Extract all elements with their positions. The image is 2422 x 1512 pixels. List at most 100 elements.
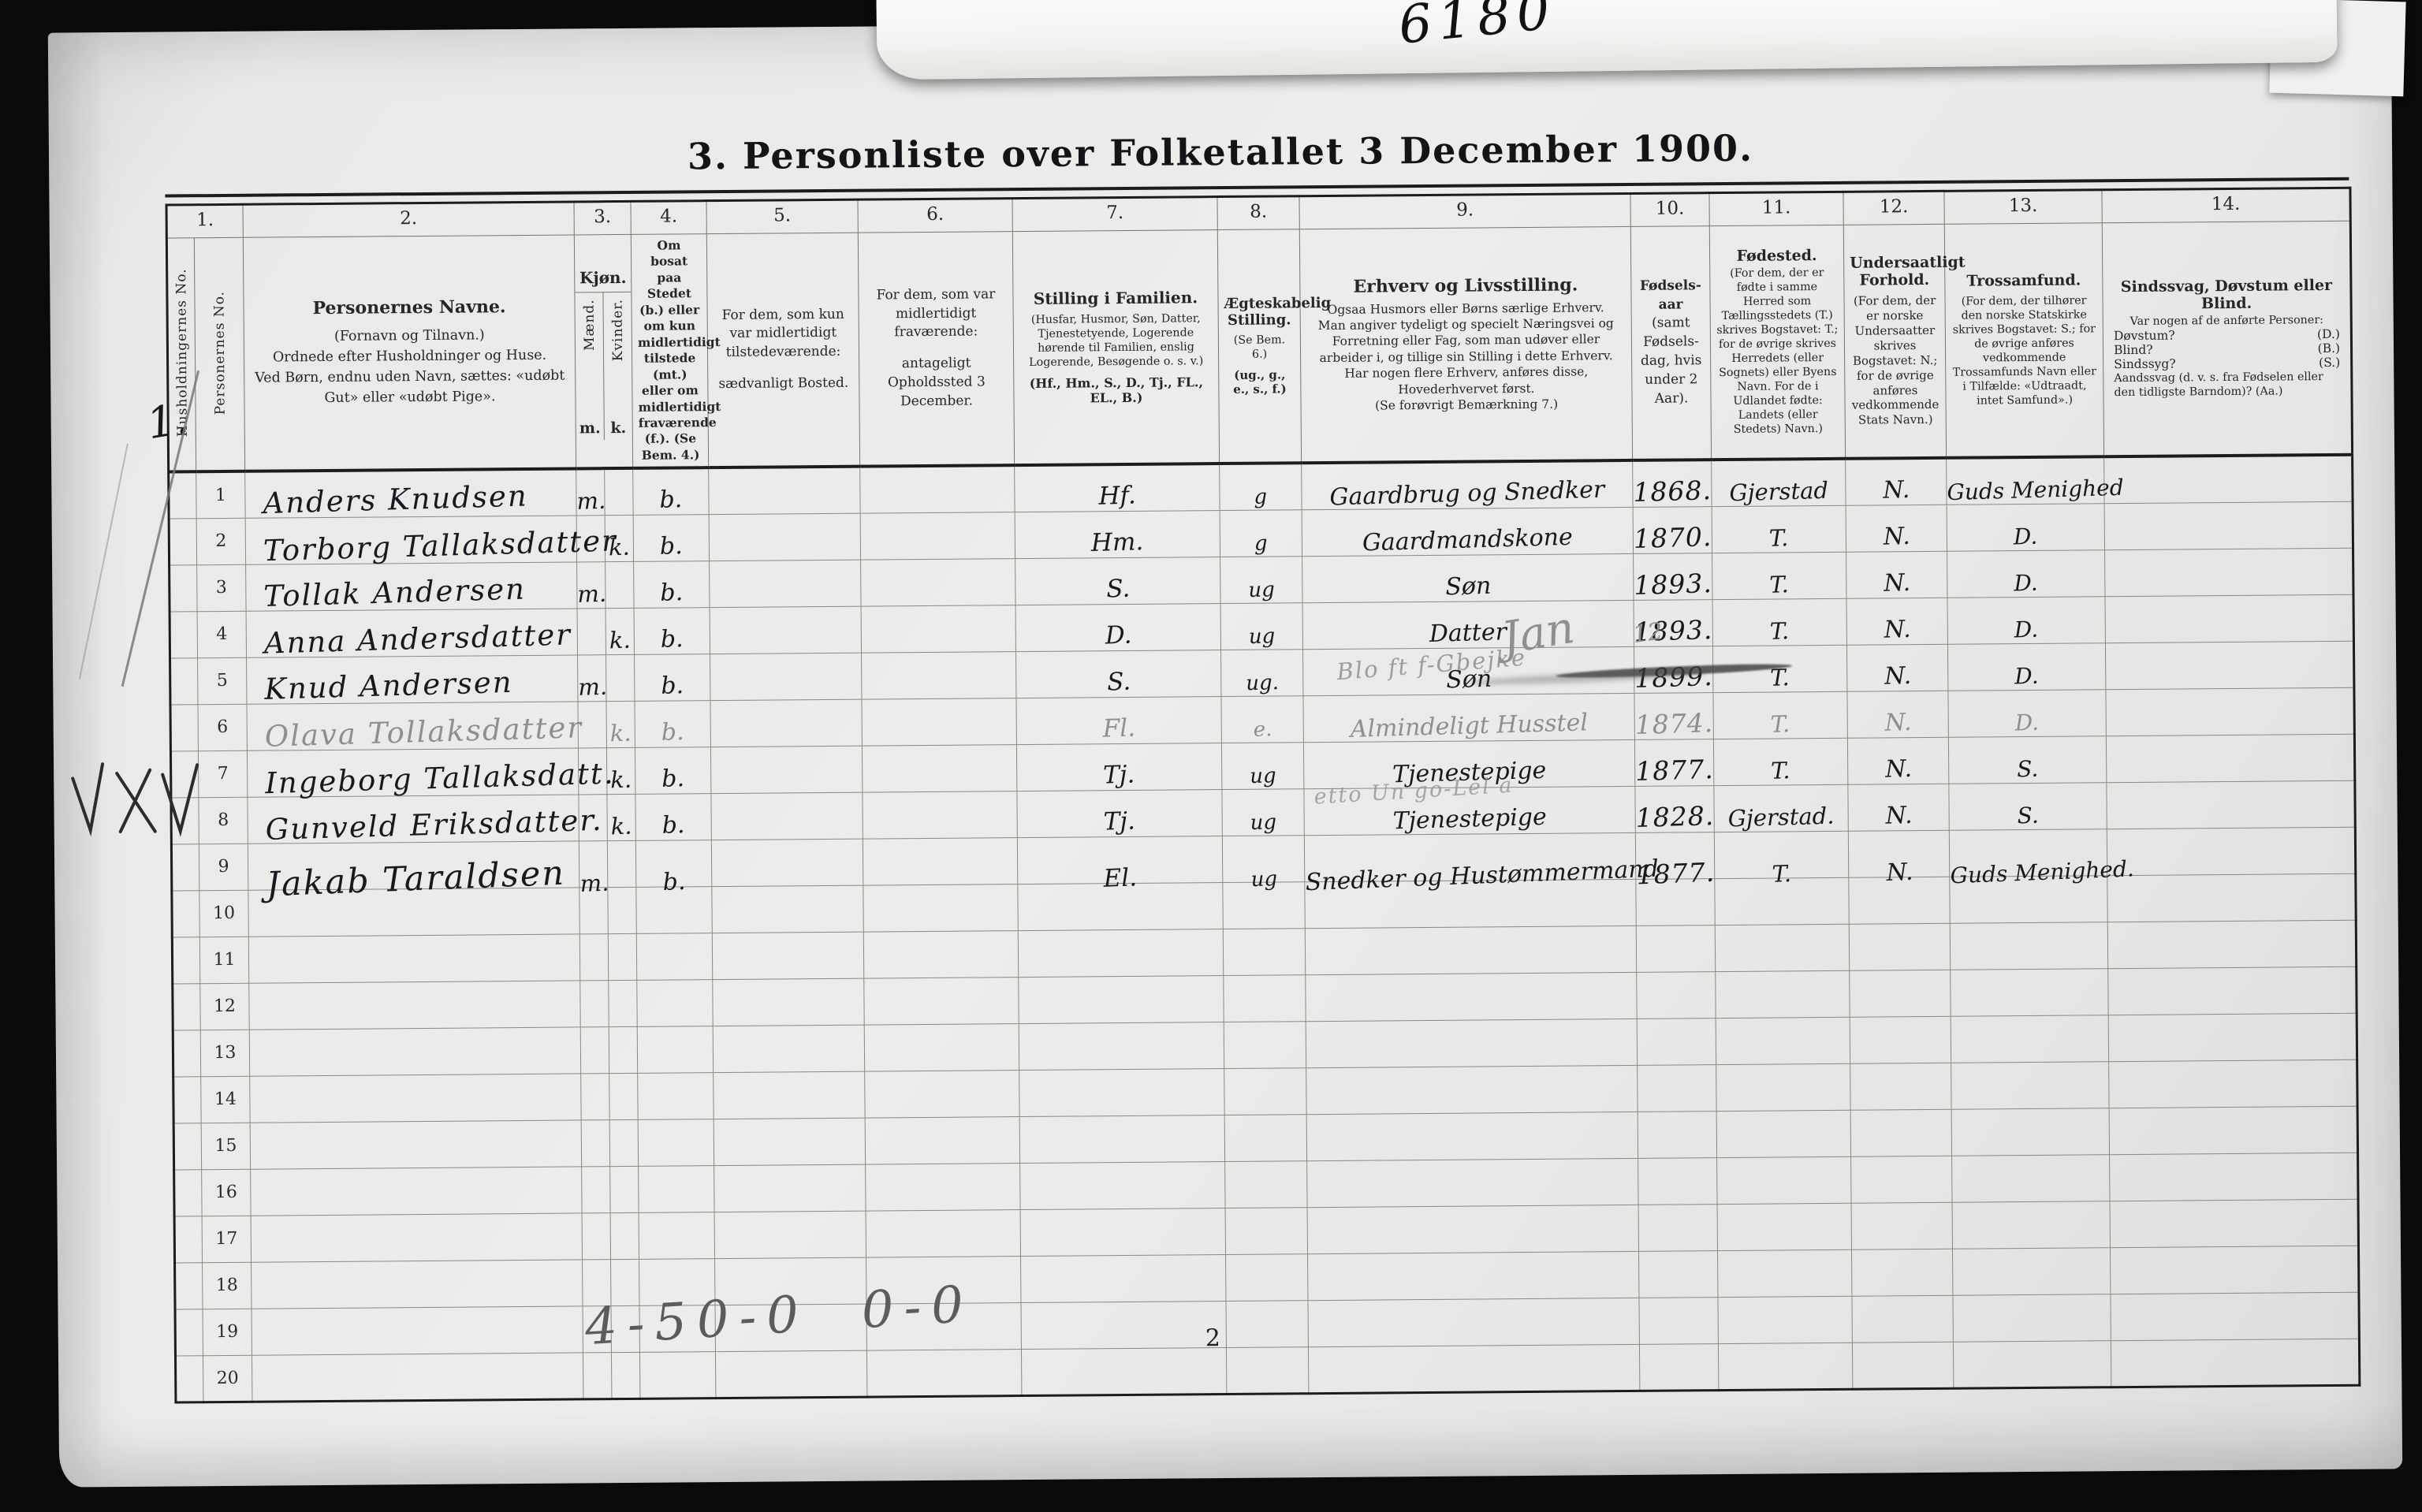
cell-family-position: Fl. xyxy=(1015,696,1222,745)
cell-birthplace xyxy=(1717,1296,1853,1344)
header-usual-residence: For dem, som kun var midlertidigt tilste… xyxy=(706,233,860,468)
cell-sex-male: m. xyxy=(579,840,609,897)
cell-citizenship: N. xyxy=(1847,737,1949,785)
cell-household-no xyxy=(169,518,197,565)
page-title: 3. Personliste over Folketallet 3 Decemb… xyxy=(687,126,1754,178)
cell-disabilities xyxy=(2110,1292,2360,1341)
hw-family-position: S. xyxy=(1106,667,1131,697)
hw-occupation: Almindeligt Husstel xyxy=(1350,709,1589,743)
hw-name: Knud Andersen xyxy=(263,665,514,706)
person-no-label: Personernes No. xyxy=(211,290,229,415)
cell-household-no xyxy=(170,657,198,705)
hw-birthplace: T. xyxy=(1770,709,1790,738)
archive-slip-number: 6180 xyxy=(1395,0,1559,56)
cell-birthplace xyxy=(1717,1203,1852,1251)
hw-citizenship: N. xyxy=(1883,568,1911,598)
cell-marital-status xyxy=(1224,1114,1307,1162)
cell-sex-male xyxy=(583,1352,612,1399)
header-residency: Om bosat paa Stedet (b.) eller om kun mi… xyxy=(631,233,721,469)
cell-household-no xyxy=(169,564,198,612)
cell-birth-year: 1893. xyxy=(1633,553,1712,601)
hw-marital-status: ug. xyxy=(1245,670,1280,696)
hw-family-position: Tj. xyxy=(1103,760,1136,790)
col-number-4: 4. xyxy=(631,200,707,235)
hw-name: Olava Tollaksdatter xyxy=(264,710,583,754)
cell-usual-residence xyxy=(714,1210,866,1259)
col-number-2: 2. xyxy=(243,201,575,238)
cell-sex-female xyxy=(606,654,635,702)
cell-person-no: 20 xyxy=(203,1355,252,1402)
cell-person-no: 12 xyxy=(199,983,250,1030)
hw-marital-status: ug xyxy=(1249,763,1276,788)
header-birth-year: Fødsels-aar (samt Fødsels-dag, hvis unde… xyxy=(1630,225,1712,461)
cell-birthplace xyxy=(1716,1110,1851,1158)
hw-family-position: El. xyxy=(1103,863,1138,893)
hw-citizenship: N. xyxy=(1883,615,1911,644)
cell-birthplace xyxy=(1715,924,1850,972)
cell-birthplace xyxy=(1716,1063,1851,1112)
hw-religion: Guds Menighed xyxy=(1946,474,2125,505)
col-number-11: 11. xyxy=(1708,192,1844,226)
cell-person-no: 14 xyxy=(200,1076,251,1123)
hw-marital-status: ug xyxy=(1250,810,1277,835)
hw-name: Torborg Tallaksdatter xyxy=(263,523,618,568)
cell-temp-location xyxy=(860,558,1016,606)
cell-household-no xyxy=(174,1262,203,1309)
cell-sex-female: k. xyxy=(606,701,635,748)
cell-birthplace xyxy=(1716,1017,1850,1065)
cell-household-no xyxy=(172,937,200,984)
cell-usual-residence xyxy=(710,605,862,654)
cell-household-no xyxy=(173,1123,202,1170)
cell-birthplace xyxy=(1718,1343,1853,1391)
cell-family-position: S. xyxy=(1015,650,1221,698)
cell-marital-status: ug xyxy=(1221,788,1305,836)
cell-marital-status xyxy=(1223,974,1306,1022)
cell-sex-female xyxy=(605,561,635,609)
cell-person-no: 1 xyxy=(196,471,246,519)
hw-residency: b. xyxy=(660,671,684,700)
margin-check-mark xyxy=(71,762,199,837)
cell-marital-status xyxy=(1226,1300,1309,1348)
cell-residency: b. xyxy=(634,654,711,702)
cell-birth-year: 1874. xyxy=(1634,692,1714,740)
cell-disabilities xyxy=(2109,1153,2359,1201)
cell-religion: D. xyxy=(1947,689,2107,738)
cell-sex-female xyxy=(609,1166,639,1213)
cell-citizenship xyxy=(1851,1202,1953,1250)
cell-disabilities xyxy=(2108,1013,2357,1062)
cell-disabilities xyxy=(2104,548,2354,597)
cell-religion xyxy=(1951,1061,2110,1110)
cell-birthplace xyxy=(1716,1156,1852,1205)
cell-household-no xyxy=(173,1030,201,1077)
hw-sex-m: m. xyxy=(579,869,610,897)
header-family-position: Stilling i Familien. (Husfar, Husmor, Sø… xyxy=(1012,229,1220,466)
hw-name: Anna Andersdatter xyxy=(263,617,572,661)
cell-birth-year xyxy=(1638,1111,1717,1159)
hw-religion: D. xyxy=(2014,662,2040,690)
cell-birthplace: T. xyxy=(1712,691,1848,739)
cell-person-no: 19 xyxy=(203,1309,252,1356)
cell-residency: b. xyxy=(633,560,710,609)
cell-name xyxy=(252,1352,583,1402)
hw-birth-year: 1828. xyxy=(1635,799,1715,833)
cell-residency: b. xyxy=(635,747,711,795)
cell-birth-year xyxy=(1638,1157,1718,1205)
cell-sex-male xyxy=(581,1119,610,1167)
hw-birth-year: 1877. xyxy=(1635,856,1716,891)
cell-occupation xyxy=(1308,1344,1640,1394)
cell-disabilities xyxy=(2107,873,2357,922)
cell-household-no xyxy=(171,844,199,891)
cell-sex-male: m. xyxy=(577,654,608,702)
hw-sex-k: k. xyxy=(609,765,632,794)
cell-occupation xyxy=(1307,1205,1639,1254)
cell-disabilities xyxy=(2109,1106,2358,1155)
cell-usual-residence xyxy=(711,884,864,933)
cell-religion xyxy=(1950,922,2108,970)
cell-sex-female: k. xyxy=(605,515,634,562)
hw-birthplace: T. xyxy=(1769,616,1790,645)
cell-temp-location xyxy=(860,512,1015,560)
cell-citizenship: N. xyxy=(1846,598,1948,646)
page-number: 2 xyxy=(1205,1324,1221,1353)
cell-citizenship: N. xyxy=(1846,505,1947,553)
cell-sex-male xyxy=(579,933,609,981)
